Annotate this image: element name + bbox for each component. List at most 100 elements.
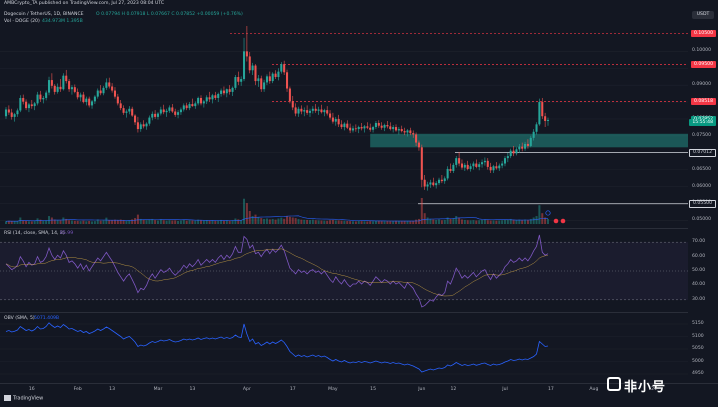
candle-body <box>297 108 300 114</box>
volume-bar <box>251 216 254 224</box>
volume-bar <box>446 217 449 224</box>
candle-body <box>30 104 33 107</box>
candle-body <box>357 127 360 130</box>
candle-body <box>85 98 88 103</box>
obv-chart[interactable] <box>0 313 688 383</box>
candle-body <box>506 156 509 159</box>
candle-body <box>53 85 56 92</box>
volume-bar <box>142 219 145 224</box>
tradingview-logo[interactable]: TradingView <box>4 395 43 402</box>
volume-bar <box>449 218 452 224</box>
price-tick-label: 0.07500 <box>692 132 711 138</box>
candle-body <box>383 125 386 128</box>
volume-bar <box>483 219 486 224</box>
volume-bar <box>515 219 518 224</box>
price-tick-label: 0.06000 <box>692 183 711 189</box>
pane-separator[interactable] <box>0 228 688 229</box>
candle-body <box>134 115 137 123</box>
candle-body <box>222 90 225 94</box>
candle-body <box>429 182 432 185</box>
candle-body <box>314 108 317 111</box>
candle-body <box>280 64 283 72</box>
volume-bar <box>472 220 475 224</box>
pane-separator[interactable] <box>0 312 688 313</box>
candle-body <box>286 72 289 89</box>
volume-bar <box>280 217 283 224</box>
symbol-title[interactable]: Dogecoin / TetherUS, 1D, BINANCE <box>4 12 84 17</box>
volume-bar <box>234 218 237 224</box>
candle-body <box>156 113 160 117</box>
candle-body <box>529 137 532 146</box>
volume-bar <box>268 219 271 224</box>
volume-bar <box>291 217 294 224</box>
volume-bar <box>96 219 99 224</box>
candle-body <box>329 113 332 118</box>
candle-body <box>73 87 76 92</box>
volume-bar <box>10 221 13 224</box>
candle-body <box>541 102 544 117</box>
volume-bar <box>532 217 535 224</box>
volume-bar <box>455 216 458 224</box>
candle-body <box>139 124 142 130</box>
volume-bar <box>39 219 42 224</box>
obv-tick-label: 5000 <box>692 358 704 364</box>
candle-body <box>432 182 435 186</box>
price-chart[interactable] <box>0 0 688 228</box>
candle-body <box>237 77 240 82</box>
candle-body <box>308 110 312 113</box>
volume-bar <box>42 220 45 224</box>
volume-bar <box>45 220 48 224</box>
volume-bar <box>380 221 383 224</box>
candle-body <box>185 105 188 109</box>
candle-body <box>492 166 495 171</box>
candle-body <box>168 107 171 111</box>
volume-bar <box>435 219 438 224</box>
volume-bar <box>363 221 366 224</box>
candle-body <box>489 166 492 171</box>
candle-body <box>208 97 211 100</box>
volume-bar <box>403 220 406 224</box>
volume-bar <box>317 220 320 224</box>
candle-body <box>116 96 119 104</box>
volume-bar <box>108 219 111 224</box>
volume-bar <box>460 219 463 224</box>
obv-tick-label: 4950 <box>692 371 704 376</box>
volume-bar <box>179 220 182 224</box>
time-tick-label: Mar <box>153 387 163 392</box>
volume-bar <box>334 220 337 224</box>
candle-body <box>171 107 174 112</box>
obv-legend[interactable]: OBV (SMA, 5) <box>4 316 35 321</box>
time-tick-label: 17 <box>547 387 554 392</box>
currency-button[interactable]: USDT <box>692 11 714 19</box>
volume-bar <box>509 218 512 224</box>
candle-body <box>93 96 96 102</box>
obv-legend-value: 5071.409B <box>34 316 60 321</box>
candle-body <box>27 104 30 109</box>
candle-body <box>458 158 461 164</box>
volume-bar <box>116 220 119 224</box>
rsi-chart[interactable] <box>0 229 688 311</box>
price-tick-label: 0.10000 <box>692 48 711 54</box>
volume-bar <box>36 218 39 224</box>
rsi-legend[interactable]: RSI (14, close, SMA, 14, 2) <box>4 231 65 236</box>
candle-body <box>265 76 268 83</box>
volume-bar <box>503 219 506 224</box>
volume-bar <box>271 218 274 224</box>
volume-bar <box>148 219 151 224</box>
obv-tick-label: 5100 <box>692 333 704 339</box>
candle-body <box>182 105 185 110</box>
time-tick-label: Feb <box>73 387 82 392</box>
volume-bar <box>68 220 71 224</box>
price-level-label: 0.08518 <box>691 97 716 105</box>
volume-bar <box>300 219 303 224</box>
candle-body <box>245 51 248 57</box>
watermark-logo-icon <box>607 377 621 391</box>
volume-bar <box>220 219 223 224</box>
candle-body <box>306 110 309 113</box>
volume-bar <box>131 219 134 224</box>
volume-legend[interactable]: Vol · DOGE (20) <box>4 19 40 24</box>
volume-bar <box>412 220 415 224</box>
volume-bar <box>70 220 73 224</box>
volume-bar <box>151 218 154 224</box>
volume-bar <box>50 217 53 224</box>
